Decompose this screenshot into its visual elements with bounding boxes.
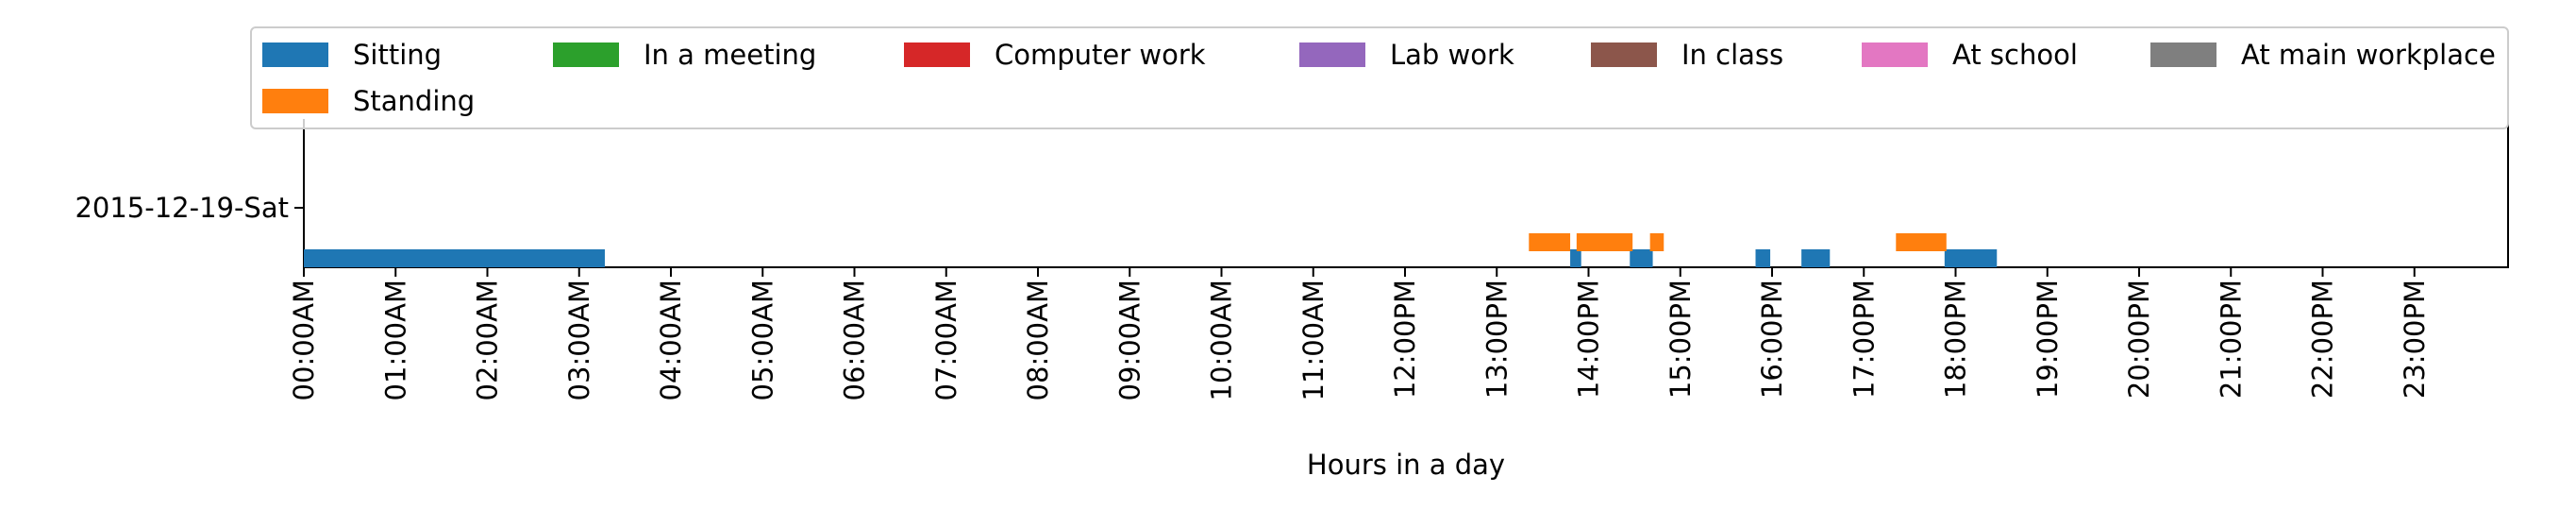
legend-item-in-class: In class — [1591, 39, 1783, 71]
legend-label: At school — [1952, 39, 2078, 71]
x-tick-label: 15:00PM — [1664, 280, 1697, 399]
legend-item-at-main-workplace: At main workplace — [2150, 39, 2496, 71]
bar-sitting-1 — [1570, 249, 1581, 267]
y-tick-label: 2015-12-19-Sat — [75, 192, 289, 224]
x-tick-label: 06:00AM — [839, 280, 871, 400]
legend-item-in-a-meeting: In a meeting — [553, 39, 816, 71]
x-tick-label: 16:00PM — [1756, 280, 1788, 399]
legend-box — [250, 26, 2509, 129]
legend-label: At main workplace — [2241, 39, 2496, 71]
bar-standing-0 — [1529, 233, 1571, 251]
legend: Sitting Standing In a meeting Computer work… — [250, 26, 2509, 129]
x-tick-label: 08:00AM — [1022, 280, 1054, 400]
x-tick-label: 17:00PM — [1848, 280, 1880, 399]
legend-label: In class — [1681, 39, 1783, 71]
legend-item-sitting: Sitting — [262, 39, 442, 71]
legend-swatch — [1862, 42, 1928, 67]
x-tick-label: 20:00PM — [2123, 280, 2155, 399]
x-tick-label: 19:00PM — [2032, 280, 2064, 399]
x-tick-label: 12:00PM — [1389, 280, 1421, 399]
x-tick-label: 05:00AM — [746, 280, 778, 400]
legend-swatch — [262, 42, 328, 67]
x-tick-label: 07:00AM — [930, 280, 962, 400]
x-tick-label: 11:00AM — [1297, 280, 1330, 400]
x-tick-label: 18:00PM — [1940, 280, 1972, 399]
legend-item-computer-work: Computer work — [904, 39, 1206, 71]
x-tick-label: 01:00AM — [379, 280, 411, 400]
legend-item-at-school: At school — [1862, 39, 2078, 71]
legend-swatch — [1591, 42, 1657, 67]
x-tick-label: 23:00PM — [2399, 280, 2431, 399]
legend-item-standing: Standing — [262, 85, 475, 117]
bar-sitting-3 — [1755, 249, 1771, 267]
legend-label: Lab work — [1390, 39, 1514, 71]
legend-label: Sitting — [353, 39, 442, 71]
legend-swatch — [553, 42, 619, 67]
x-tick-label: 09:00AM — [1113, 280, 1146, 400]
bar-sitting-5 — [1944, 249, 1998, 267]
activity-bars — [304, 233, 1998, 267]
legend-swatch — [262, 89, 328, 113]
bar-standing-1 — [1576, 233, 1633, 251]
axes-frame — [303, 119, 2509, 268]
x-axis: 00:00AM 01:00AM 02:00AM 03:00AM 04:00AM 05:00… — [288, 267, 2431, 400]
x-tick-label: 00:00AM — [288, 280, 320, 400]
legend-item-lab-work: Lab work — [1299, 39, 1514, 71]
x-tick-label: 02:00AM — [472, 280, 504, 400]
x-tick-label: 03:00AM — [563, 280, 595, 400]
legend-swatch — [1299, 42, 1365, 67]
x-tick-label: 13:00PM — [1480, 280, 1513, 399]
x-tick-label: 04:00AM — [655, 280, 687, 400]
x-tick-label: 14:00PM — [1573, 280, 1605, 399]
legend-swatch — [2150, 42, 2216, 67]
legend-label: Standing — [353, 85, 475, 117]
legend-label: Computer work — [995, 39, 1206, 71]
x-axis-label: Hours in a day — [1307, 449, 1505, 481]
bar-sitting-2 — [1630, 249, 1653, 267]
bar-standing-2 — [1649, 233, 1664, 251]
x-tick-label: 21:00PM — [2215, 280, 2247, 399]
legend-label: In a meeting — [644, 39, 816, 71]
legend-swatch — [904, 42, 970, 67]
bar-sitting-4 — [1801, 249, 1831, 267]
x-tick-label: 10:00AM — [1206, 280, 1238, 400]
bar-standing-3 — [1896, 233, 1947, 251]
y-axis: 2015-12-19-Sat — [75, 192, 304, 224]
x-tick-label: 22:00PM — [2307, 280, 2339, 399]
bar-sitting-0 — [304, 249, 605, 267]
